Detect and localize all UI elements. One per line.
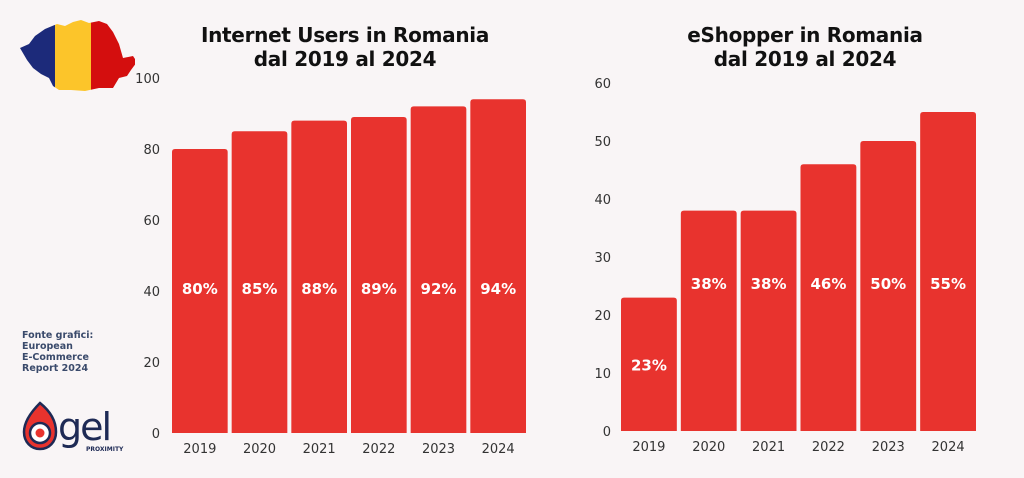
y-tick-label: 0: [152, 427, 160, 442]
y-tick-label: 60: [143, 214, 160, 229]
y-tick-label: 50: [594, 135, 611, 150]
bar-2024: [920, 112, 976, 431]
y-tick-label: 40: [594, 193, 611, 208]
x-tick-label: 2020: [243, 442, 276, 457]
gel-proximity-logo: gel PROXIMITY: [22, 401, 124, 453]
x-tick-label: 2022: [362, 442, 395, 457]
y-tick-label: 30: [594, 251, 611, 266]
chart-title-eshopper: eShopper in Romania dal 2019 al 2024: [635, 23, 975, 71]
bar-2021: [740, 210, 797, 431]
source-line: Report 2024: [22, 363, 89, 374]
logo-subtitle: PROXIMITY: [86, 446, 124, 453]
source-line: E-Commerce: [22, 352, 89, 363]
logo-wordmark: gel: [58, 405, 110, 449]
y-tick-label: 80: [143, 143, 160, 158]
bar-data-label: 38%: [751, 275, 787, 293]
bar-data-label: 85%: [242, 280, 278, 298]
y-tick-label: 20: [143, 356, 160, 371]
x-tick-label: 2023: [872, 440, 905, 455]
x-tick-label: 2019: [183, 442, 216, 457]
source-line: European: [22, 341, 73, 352]
bar-2019: [621, 297, 677, 431]
chart-title-internet-users: Internet Users in Romania dal 2019 al 20…: [170, 23, 520, 71]
bar-data-label: 23%: [631, 356, 667, 374]
bar-data-label: 89%: [361, 280, 397, 298]
bar-data-label: 94%: [480, 280, 516, 298]
x-tick-label: 2019: [632, 440, 665, 455]
romania-flag-map-icon: [20, 20, 135, 91]
chart-title-line-2: dal 2019 al 2024: [713, 47, 897, 71]
gel-drop-logo-icon: [22, 401, 58, 451]
bar-data-label: 92%: [421, 280, 457, 298]
y-tick-label: 10: [594, 367, 611, 382]
chart-title-line-1: Internet Users in Romania: [200, 23, 490, 47]
bar-2020: [680, 210, 737, 431]
y-tick-label: 20: [594, 309, 611, 324]
bar-2024: [470, 99, 526, 434]
source-note: Fonte grafici: European E-Commerce Repor…: [22, 330, 112, 374]
source-line: Fonte grafici:: [22, 330, 94, 341]
chart-title-line-2: dal 2019 al 2024: [253, 47, 437, 71]
y-tick-label: 100: [135, 72, 160, 87]
x-tick-label: 2021: [752, 440, 785, 455]
x-tick-label: 2024: [482, 442, 515, 457]
bar-2023: [410, 106, 467, 434]
bar-data-label: 88%: [301, 280, 337, 298]
x-tick-label: 2020: [692, 440, 725, 455]
bar-data-label: 80%: [182, 280, 218, 298]
bar-2023: [860, 141, 917, 431]
bar-2022: [351, 117, 407, 434]
bar-2019: [172, 149, 228, 433]
bar-data-label: 38%: [691, 275, 727, 293]
y-tick-label: 40: [143, 285, 160, 300]
x-tick-label: 2023: [422, 442, 455, 457]
x-tick-label: 2024: [932, 440, 965, 455]
x-tick-label: 2021: [303, 442, 336, 457]
bar-data-label: 46%: [810, 275, 846, 293]
bar-data-label: 55%: [930, 275, 966, 293]
chart-title-line-1: eShopper in Romania: [687, 23, 923, 47]
bar-data-label: 50%: [870, 275, 906, 293]
y-tick-label: 60: [594, 77, 611, 92]
bar-2020: [231, 131, 288, 433]
x-tick-label: 2022: [812, 440, 845, 455]
bar-2022: [800, 164, 857, 431]
bar-2021: [291, 120, 347, 433]
y-tick-label: 0: [603, 425, 611, 440]
